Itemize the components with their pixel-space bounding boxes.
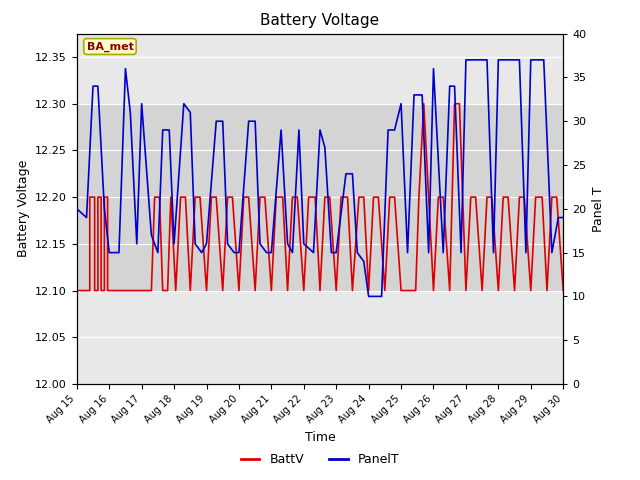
Bar [77,104,563,290]
X-axis label: Time: Time [305,431,335,444]
Y-axis label: Panel T: Panel T [592,186,605,232]
Y-axis label: Battery Voltage: Battery Voltage [17,160,29,257]
Legend: BattV, PanelT: BattV, PanelT [236,448,404,471]
Text: BA_met: BA_met [86,41,133,52]
Title: Battery Voltage: Battery Voltage [260,13,380,28]
